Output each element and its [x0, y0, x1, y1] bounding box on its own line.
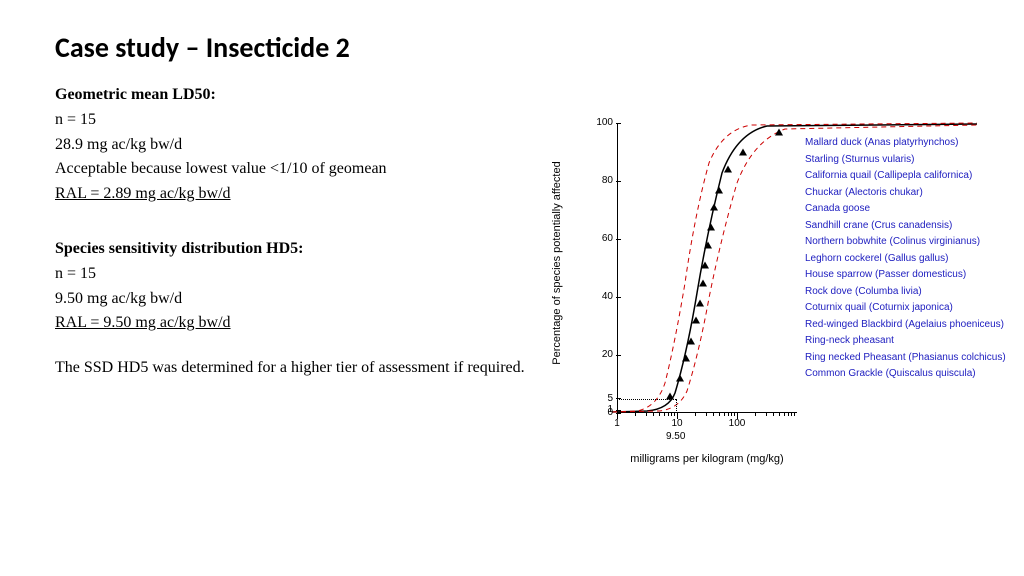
text-column: Geometric mean LD50: n = 15 28.9 mg ac/k…	[55, 83, 525, 556]
species-label: California quail (Callipepla californica…	[805, 168, 1006, 185]
species-label: Coturnix quail (Coturnix japonica)	[805, 300, 1006, 317]
ssd-ral: RAL = 9.50 mg ac/kg bw/d	[55, 311, 525, 336]
species-label: Leghorn cockerel (Gallus gallus)	[805, 251, 1006, 268]
ssd-n: n = 15	[55, 262, 525, 287]
data-point-marker	[692, 317, 700, 324]
hd5-horizontal-guide	[617, 399, 676, 400]
species-label: Red-winged Blackbird (Agelaius phoeniceu…	[805, 317, 1006, 334]
species-label: Chuckar (Alectoris chukar)	[805, 185, 1006, 202]
geomean-ral: RAL = 2.89 mg ac/kg bw/d	[55, 182, 525, 207]
data-point-marker	[707, 224, 715, 231]
ssd-heading: Species sensitivity distribution HD5:	[55, 237, 525, 262]
data-point-marker	[775, 128, 783, 135]
x-axis-label: milligrams per kilogram (mg/kg)	[617, 453, 797, 465]
y-tick: 60	[595, 233, 613, 244]
y-tick: 40	[595, 291, 613, 302]
geomean-value: 28.9 mg ac/kg bw/d	[55, 133, 525, 158]
x-tick: 10	[671, 418, 682, 429]
species-label: Ring necked Pheasant (Phasianus colchicu…	[805, 350, 1006, 367]
x-hd5-label: 9.50	[666, 431, 685, 442]
species-labels: Mallard duck (Anas platyrhynchos)Starlin…	[805, 135, 1006, 383]
y-axis-label: Percentage of species potentially affect…	[551, 161, 563, 364]
species-label: House sparrow (Passer domesticus)	[805, 267, 1006, 284]
y-tick: 80	[595, 175, 613, 186]
data-point-marker	[715, 186, 723, 193]
species-label: Rock dove (Columba livia)	[805, 284, 1006, 301]
y-tick: 1	[595, 404, 613, 415]
ssd-value: 9.50 mg ac/kg bw/d	[55, 287, 525, 312]
hd5-vertical-guide	[676, 399, 677, 414]
species-label: Starling (Sturnus vularis)	[805, 152, 1006, 169]
species-label: Ring-neck pheasant	[805, 333, 1006, 350]
species-label: Sandhill crane (Crus canadensis)	[805, 218, 1006, 235]
ssd-footnote: The SSD HD5 was determined for a higher …	[55, 356, 525, 381]
data-point-marker	[682, 354, 690, 361]
geomean-n: n = 15	[55, 108, 525, 133]
y-tick: 100	[595, 117, 613, 128]
data-point-marker	[739, 149, 747, 156]
data-point-marker	[724, 166, 732, 173]
data-point-marker	[704, 241, 712, 248]
data-point-marker	[701, 262, 709, 269]
data-point-marker	[687, 337, 695, 344]
data-point-marker	[710, 204, 718, 211]
data-point-marker	[699, 279, 707, 286]
data-point-marker	[696, 299, 704, 306]
geomean-heading: Geometric mean LD50:	[55, 83, 525, 108]
species-label: Canada goose	[805, 201, 1006, 218]
geomean-note: Acceptable because lowest value <1/10 of…	[55, 157, 525, 182]
species-label: Northern bobwhite (Colinus virginianus)	[805, 234, 1006, 251]
y-tick: 20	[595, 349, 613, 360]
y-tick: 5	[595, 393, 613, 404]
x-tick: 1	[614, 418, 620, 429]
page-title: Case study – Insecticide 2	[55, 30, 974, 65]
species-label: Mallard duck (Anas platyrhynchos)	[805, 135, 1006, 152]
ssd-chart: Percentage of species potentially affect…	[555, 113, 985, 493]
species-label: Common Grackle (Quiscalus quiscula)	[805, 366, 1006, 383]
x-tick: 100	[729, 418, 746, 429]
data-point-marker	[676, 375, 684, 382]
